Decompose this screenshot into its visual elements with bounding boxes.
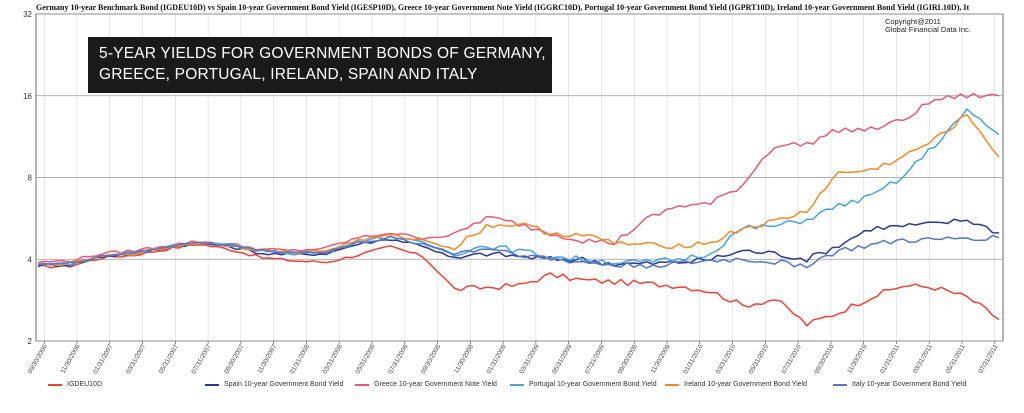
legend-label: Italy 10-year Government Bond Yield xyxy=(852,381,967,388)
x-tick-label: 09/30/2008 xyxy=(420,343,443,375)
y-tick-label: 16 xyxy=(23,92,32,101)
x-tick-label: 01/31/2007 xyxy=(92,343,115,375)
legend-swatch xyxy=(833,383,847,386)
series-line-1 xyxy=(37,244,1000,327)
x-tick-label: 07/31/2010 xyxy=(781,343,804,375)
x-tick-label: 05/31/2007 xyxy=(158,343,181,375)
banner-line-1: 5-YEAR YIELDS FOR GOVERNMENT BONDS OF GE… xyxy=(99,45,546,62)
x-tick-label: 09/30/2007 xyxy=(223,343,246,375)
y-axis: 2 4 8 16 32 xyxy=(23,10,32,346)
series-line-5 xyxy=(37,113,1000,267)
x-tick-label: 03/31/2008 xyxy=(322,343,345,375)
x-tick-label: 07/31/2011 xyxy=(977,343,999,375)
x-tick-label: 09/30/2006 xyxy=(27,343,50,375)
x-tick-label: 11/30/2006 xyxy=(60,343,82,375)
x-tick-label: 01/31/2011 xyxy=(879,343,901,375)
legend-swatch xyxy=(355,383,369,386)
legend-item: Portugal 10-year Government Bond Yield xyxy=(510,381,657,388)
x-tick-label: 01/31/2008 xyxy=(289,343,312,375)
chart-title-banner: 5-YEAR YIELDS FOR GOVERNMENT BONDS OF GE… xyxy=(88,37,552,93)
legend-swatch xyxy=(48,383,62,386)
chart-legend: IGDEU10D Spain 10-year Government Bond Yi… xyxy=(0,381,1024,395)
legend-item: Greece 10-year Government Note Yield xyxy=(355,381,497,388)
x-tick-label: 11/30/2008 xyxy=(453,343,475,375)
x-axis: 09/30/2006 11/30/2006 01/31/2007 03/31/2007… xyxy=(27,341,1000,375)
x-tick-label: 01/31/2009 xyxy=(486,343,509,375)
y-tick-label: 32 xyxy=(23,10,32,19)
x-tick-label: 01/31/2010 xyxy=(682,343,705,375)
legend-swatch xyxy=(510,383,524,386)
legend-item: IGDEU10D xyxy=(48,381,102,388)
legend-label: Portugal 10-year Government Bond Yield xyxy=(529,381,657,388)
x-tick-label: 09/30/2010 xyxy=(813,343,836,375)
legend-label: Greece 10-year Government Note Yield xyxy=(374,381,497,388)
y-tick-label: 2 xyxy=(28,337,33,346)
x-tick-label: 07/31/2007 xyxy=(190,343,213,375)
series-line-6 xyxy=(37,234,1000,269)
x-tick-label: 03/31/2009 xyxy=(518,343,541,375)
copyright-line-2: Global Financial Data Inc. xyxy=(885,25,971,34)
x-tick-label: 05/31/2010 xyxy=(748,343,771,375)
legend-label: IGDEU10D xyxy=(67,381,103,388)
x-tick-label: 07/31/2008 xyxy=(387,343,410,375)
legend-swatch xyxy=(205,383,219,386)
legend-label: Ireland 10-year Government Bond Yield xyxy=(684,381,807,388)
legend-swatch xyxy=(665,383,679,386)
x-tick-label: 05/31/2009 xyxy=(551,343,574,375)
x-tick-label: 03/31/2007 xyxy=(125,343,148,375)
legend-item: Spain 10-year Government Bond Yield xyxy=(205,381,343,388)
x-tick-label: 11/30/2010 xyxy=(846,343,868,375)
x-tick-label: 05/31/2011 xyxy=(945,343,967,375)
y-tick-label: 4 xyxy=(28,255,33,264)
banner-line-2: GREECE, PORTUGAL, IRELAND, SPAIN AND ITA… xyxy=(99,66,478,83)
series-lines xyxy=(37,92,1000,327)
x-tick-label: 11/30/2009 xyxy=(650,343,672,375)
copyright-line-1: Copyright@2011 xyxy=(885,17,941,26)
legend-item: Ireland 10-year Government Bond Yield xyxy=(665,381,807,388)
x-tick-label: 03/31/2010 xyxy=(715,343,738,375)
legend-item: Italy 10-year Government Bond Yield xyxy=(833,381,966,388)
copyright-notice: Copyright@2011 Global Financial Data Inc… xyxy=(885,18,971,34)
x-tick-label: 07/31/2009 xyxy=(584,343,607,375)
x-tick-label: 11/30/2007 xyxy=(256,343,278,375)
x-tick-label: 03/31/2011 xyxy=(912,343,934,375)
x-tick-label: 05/31/2008 xyxy=(354,343,377,375)
y-tick-label: 8 xyxy=(28,174,33,183)
chart-header-title: Germany 10-year Benchmark Bond (IGDEU10D… xyxy=(36,3,970,12)
x-tick-label: 09/30/2009 xyxy=(617,343,640,375)
legend-label: Spain 10-year Government Bond Yield xyxy=(224,381,344,388)
